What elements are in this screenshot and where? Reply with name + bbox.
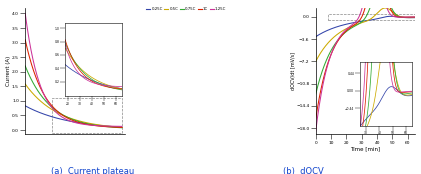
0.5C <box>96 124 101 126</box>
Y-axis label: dOCV/dt [mV/s]: dOCV/dt [mV/s] <box>290 52 295 90</box>
Line: 1C: 1C <box>25 40 122 127</box>
Line: 1.25C: 1.25C <box>25 13 122 126</box>
1C <box>120 126 125 128</box>
0.75C <box>87 123 92 125</box>
0.25C <box>67 120 72 122</box>
0.75C <box>48 104 53 106</box>
Line: 0.75C: 0.75C <box>25 66 122 128</box>
0.25C <box>120 126 125 128</box>
1C <box>87 124 92 126</box>
0.5C <box>87 122 92 124</box>
Text: (b)  dOCV: (b) dOCV <box>283 167 323 174</box>
0.5C <box>23 83 28 85</box>
0.25C <box>40 113 45 115</box>
0.25C <box>87 123 92 125</box>
1C <box>80 122 85 124</box>
Bar <box>328 14 416 20</box>
Line: 0.25C: 0.25C <box>25 106 122 127</box>
1C <box>23 39 28 41</box>
0.25C <box>48 115 53 117</box>
0.5C <box>40 102 45 104</box>
0.75C <box>67 117 72 119</box>
0.75C <box>80 121 85 124</box>
0.25C <box>80 122 85 124</box>
0.25C <box>23 105 28 107</box>
1.25C <box>120 125 125 127</box>
1.25C <box>87 124 92 126</box>
1.25C <box>80 123 85 125</box>
0.75C <box>96 125 101 127</box>
0.5C <box>120 126 125 128</box>
1.25C <box>40 90 45 92</box>
0.75C <box>23 65 28 67</box>
Y-axis label: Current (A): Current (A) <box>5 56 11 86</box>
1.25C <box>96 125 101 127</box>
Text: (a)  Current plateau: (a) Current plateau <box>51 167 134 174</box>
1.25C <box>67 120 72 122</box>
1.25C <box>23 12 28 14</box>
0.5C <box>48 107 53 109</box>
Legend: 0.25C, 0.5C, 0.75C, 1C, 1.25C: 0.25C, 0.5C, 0.75C, 1C, 1.25C <box>145 6 228 13</box>
1C <box>40 90 45 93</box>
0.5C <box>67 117 72 119</box>
1C <box>96 125 101 127</box>
0.25C <box>96 124 101 126</box>
1C <box>67 118 72 120</box>
1C <box>48 102 53 105</box>
0.5C <box>80 121 85 123</box>
Line: 0.5C: 0.5C <box>25 84 122 127</box>
1.25C <box>48 104 53 106</box>
0.75C <box>40 96 45 98</box>
X-axis label: Time [min]: Time [min] <box>351 146 381 151</box>
0.75C <box>120 127 125 129</box>
Bar <box>52 98 122 133</box>
